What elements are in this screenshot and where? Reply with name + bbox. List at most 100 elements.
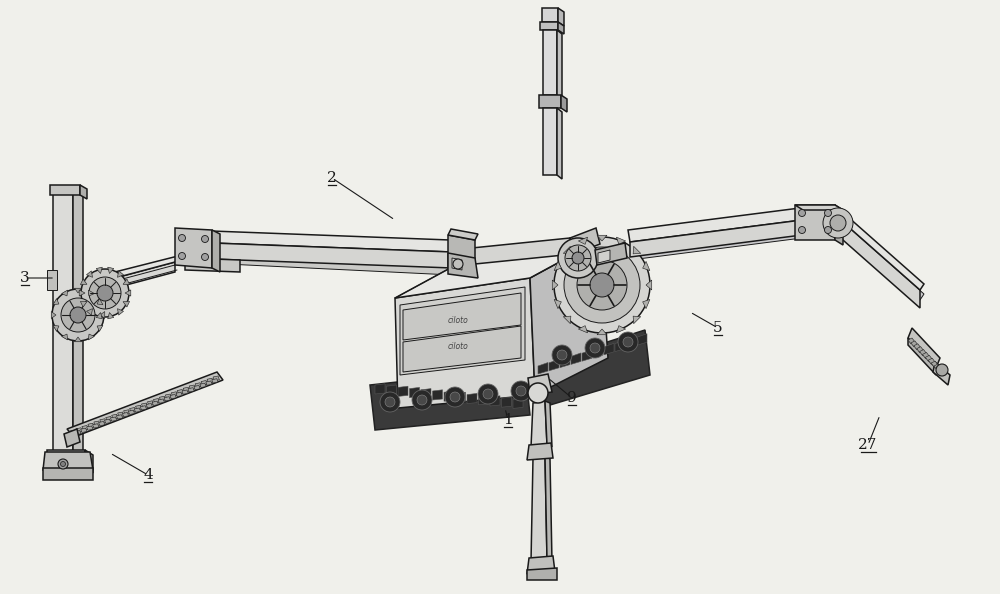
Polygon shape xyxy=(542,8,558,22)
Polygon shape xyxy=(88,424,94,428)
Circle shape xyxy=(453,259,463,269)
Circle shape xyxy=(380,392,400,412)
Polygon shape xyxy=(545,456,552,562)
Polygon shape xyxy=(62,334,68,340)
Polygon shape xyxy=(637,334,647,345)
Circle shape xyxy=(554,237,650,333)
Polygon shape xyxy=(595,243,627,265)
Polygon shape xyxy=(118,412,124,417)
Polygon shape xyxy=(153,399,160,403)
Polygon shape xyxy=(578,326,588,333)
Polygon shape xyxy=(80,301,87,307)
Polygon shape xyxy=(86,309,93,315)
Polygon shape xyxy=(615,340,625,352)
Polygon shape xyxy=(124,410,130,415)
Polygon shape xyxy=(531,456,547,562)
Text: 27: 27 xyxy=(858,438,878,452)
Polygon shape xyxy=(571,353,581,364)
Polygon shape xyxy=(74,288,82,293)
Polygon shape xyxy=(47,450,85,468)
Polygon shape xyxy=(134,408,141,412)
Polygon shape xyxy=(100,256,178,282)
Circle shape xyxy=(565,245,591,271)
Polygon shape xyxy=(176,392,182,397)
Circle shape xyxy=(61,298,95,332)
Circle shape xyxy=(552,345,572,365)
Polygon shape xyxy=(100,419,106,424)
Polygon shape xyxy=(99,422,105,426)
Polygon shape xyxy=(88,290,94,296)
Polygon shape xyxy=(626,337,636,349)
Polygon shape xyxy=(212,379,218,383)
Polygon shape xyxy=(530,240,608,395)
Polygon shape xyxy=(123,301,130,307)
Polygon shape xyxy=(43,452,93,470)
Polygon shape xyxy=(100,262,175,292)
Polygon shape xyxy=(911,341,918,347)
Polygon shape xyxy=(531,401,547,447)
Circle shape xyxy=(81,269,129,317)
Polygon shape xyxy=(628,208,802,242)
Polygon shape xyxy=(165,394,172,399)
Polygon shape xyxy=(563,247,571,254)
Polygon shape xyxy=(43,468,93,480)
Polygon shape xyxy=(616,237,626,244)
Circle shape xyxy=(557,350,567,360)
Circle shape xyxy=(450,392,460,402)
Polygon shape xyxy=(570,228,600,254)
Polygon shape xyxy=(593,346,603,358)
Circle shape xyxy=(564,247,640,323)
Polygon shape xyxy=(88,334,94,340)
Text: ciloto: ciloto xyxy=(448,316,468,325)
Polygon shape xyxy=(598,250,610,263)
Polygon shape xyxy=(136,405,142,410)
Polygon shape xyxy=(81,428,87,432)
Polygon shape xyxy=(185,252,452,275)
Polygon shape xyxy=(557,30,562,99)
Polygon shape xyxy=(200,383,206,387)
Polygon shape xyxy=(189,385,196,390)
Polygon shape xyxy=(188,388,194,392)
Circle shape xyxy=(483,389,493,399)
Polygon shape xyxy=(82,425,88,430)
Circle shape xyxy=(798,210,806,216)
Polygon shape xyxy=(175,228,212,268)
Polygon shape xyxy=(207,378,213,383)
Polygon shape xyxy=(185,230,452,252)
Polygon shape xyxy=(539,95,561,108)
Polygon shape xyxy=(403,326,521,372)
Polygon shape xyxy=(47,270,57,290)
Circle shape xyxy=(823,208,853,238)
Polygon shape xyxy=(76,428,82,432)
Polygon shape xyxy=(432,390,442,400)
Polygon shape xyxy=(96,312,102,319)
Polygon shape xyxy=(835,209,924,290)
Polygon shape xyxy=(195,383,202,387)
Polygon shape xyxy=(646,280,652,290)
Polygon shape xyxy=(527,443,553,460)
Polygon shape xyxy=(630,228,802,260)
Polygon shape xyxy=(375,384,385,394)
Polygon shape xyxy=(543,108,557,175)
Polygon shape xyxy=(552,280,558,290)
Circle shape xyxy=(590,343,600,353)
Circle shape xyxy=(585,338,605,358)
Circle shape xyxy=(60,462,66,466)
Circle shape xyxy=(97,285,113,301)
Polygon shape xyxy=(914,344,921,350)
Polygon shape xyxy=(51,311,56,318)
Polygon shape xyxy=(79,290,85,296)
Polygon shape xyxy=(448,235,475,272)
Polygon shape xyxy=(527,556,555,574)
Polygon shape xyxy=(106,416,112,421)
Polygon shape xyxy=(597,235,607,241)
Polygon shape xyxy=(140,406,146,410)
Polygon shape xyxy=(578,237,588,244)
Polygon shape xyxy=(75,431,81,435)
Polygon shape xyxy=(53,326,59,331)
Polygon shape xyxy=(128,410,135,415)
Circle shape xyxy=(445,387,465,407)
Polygon shape xyxy=(80,279,87,285)
Polygon shape xyxy=(116,415,123,419)
Polygon shape xyxy=(85,450,93,473)
